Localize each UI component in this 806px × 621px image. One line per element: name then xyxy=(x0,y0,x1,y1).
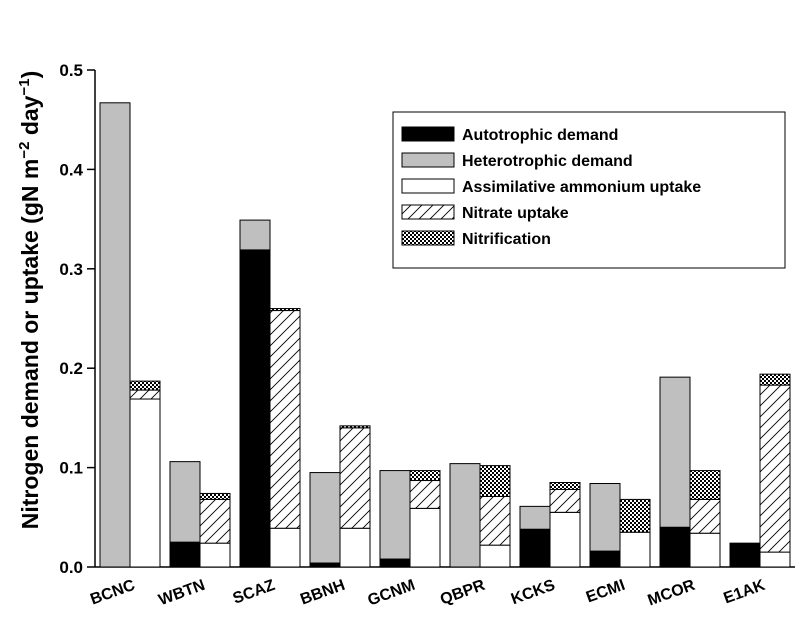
x-tick-label: WBTN xyxy=(156,577,207,609)
x-tick-label: ECMI xyxy=(584,577,627,607)
legend-swatch-autotrophic xyxy=(401,126,455,142)
x-tick-label: KCKS xyxy=(509,577,558,609)
x-tick-label: BBNH xyxy=(298,577,347,609)
y-axis-title: Nitrogen demand or uptake (gN m−2 day−1) xyxy=(16,71,43,530)
legend-swatch-nitrification xyxy=(401,230,455,246)
bar-nitrate-e1ak xyxy=(759,384,791,553)
svg-text:Nitrogen demand or uptake (gN: Nitrogen demand or uptake (gN m−2 day−1) xyxy=(16,71,43,530)
legend-label-nitrate: Nitrate uptake xyxy=(462,205,569,222)
bar-nitrate-qbpr xyxy=(479,495,511,546)
x-tick-label: E1AK xyxy=(721,577,767,608)
bar-autotrophic-scaz xyxy=(239,249,271,568)
bar-autotrophic-bbnh xyxy=(309,562,341,568)
legend-label-nitrification: Nitrification xyxy=(462,231,551,248)
y-axis-ticks: 0.0 0.1 0.2 0.3 0.4 0.5 xyxy=(59,61,95,577)
bar-nitrification-mcor xyxy=(689,470,721,500)
bar-nitrate-bbnh xyxy=(339,427,371,529)
bar-ammonium-wbtn xyxy=(199,542,231,568)
bar-nitrification-kcks xyxy=(549,482,581,490)
bar-nitrification-gcnm xyxy=(409,470,441,482)
legend-swatch-nitrate xyxy=(401,204,455,220)
bar-heterotrophic-gcnm xyxy=(379,470,411,560)
bar-nitrate-bcnc xyxy=(129,389,161,400)
bar-heterotrophic-ecmi xyxy=(589,483,621,552)
bar-nitrification-bbnh xyxy=(339,425,371,429)
bar-heterotrophic-scaz xyxy=(239,219,271,251)
bar-heterotrophic-kcks xyxy=(519,505,551,530)
bar-nitrification-e1ak xyxy=(759,373,791,386)
x-tick-label: BCNC xyxy=(88,577,138,609)
bar-nitrification-scaz xyxy=(269,308,301,312)
bar-nitrate-kcks xyxy=(549,488,581,513)
bar-nitrification-qbpr xyxy=(479,465,511,497)
legend-swatch-heterotrophic xyxy=(401,152,455,168)
bar-nitrification-bcnc xyxy=(129,380,161,391)
legend-swatch-ammonium xyxy=(401,178,455,194)
bar-heterotrophic-bbnh xyxy=(309,472,341,564)
bar-nitrate-gcnm xyxy=(409,480,441,509)
y-tick-label: 0.2 xyxy=(59,359,83,378)
x-tick-label: GCNM xyxy=(366,577,418,610)
bar-heterotrophic-qbpr xyxy=(449,463,481,568)
bar-autotrophic-gcnm xyxy=(379,558,411,568)
bar-nitrate-scaz xyxy=(269,310,301,529)
x-tick-label: MCOR xyxy=(646,577,698,610)
bar-nitrification-ecmi xyxy=(619,498,651,533)
bars xyxy=(99,102,791,568)
bar-ammonium-kcks xyxy=(549,511,581,568)
x-axis-labels: BCNC WBTN SCAZ BBNH GCNM QBPR KCKS ECMI MCOR E1AK xyxy=(88,577,768,610)
legend-label-ammonium: Assimilative ammonium uptake xyxy=(462,179,701,196)
y-tick-label: 0.1 xyxy=(59,459,83,478)
bar-ammonium-e1ak xyxy=(759,551,791,568)
bar-ammonium-bcnc xyxy=(129,398,161,568)
bar-autotrophic-e1ak xyxy=(729,542,761,568)
y-tick-label: 0.4 xyxy=(59,160,83,179)
bar-autotrophic-mcor xyxy=(659,526,691,568)
bar-heterotrophic-mcor xyxy=(659,376,691,528)
y-tick-label: 0.5 xyxy=(59,61,83,80)
legend: Autotrophic demand Heterotrophic demand As… xyxy=(392,111,786,269)
y-tick-label: 0.0 xyxy=(59,558,83,577)
bar-ammonium-bbnh xyxy=(339,527,371,568)
bar-ammonium-scaz xyxy=(269,527,301,568)
bar-heterotrophic-wbtn xyxy=(169,461,201,543)
bar-nitrate-wbtn xyxy=(199,498,231,544)
x-tick-label: SCAZ xyxy=(231,577,278,608)
x-tick-label: QBPR xyxy=(438,577,488,609)
bar-autotrophic-wbtn xyxy=(169,541,201,568)
bar-ammonium-gcnm xyxy=(409,507,441,568)
bar-autotrophic-ecmi xyxy=(589,550,621,568)
bar-ammonium-mcor xyxy=(689,532,721,568)
legend-label-autotrophic: Autotrophic demand xyxy=(462,127,618,144)
legend-label-heterotrophic: Heterotrophic demand xyxy=(462,153,633,170)
bar-ammonium-qbpr xyxy=(479,544,511,568)
bar-heterotrophic-bcnc xyxy=(99,102,131,568)
bar-nitrate-mcor xyxy=(689,498,721,534)
bar-autotrophic-kcks xyxy=(519,528,551,568)
y-tick-label: 0.3 xyxy=(59,260,83,279)
bar-ammonium-ecmi xyxy=(619,531,651,568)
legend-box xyxy=(392,111,786,269)
bar-nitrification-wbtn xyxy=(199,492,231,500)
